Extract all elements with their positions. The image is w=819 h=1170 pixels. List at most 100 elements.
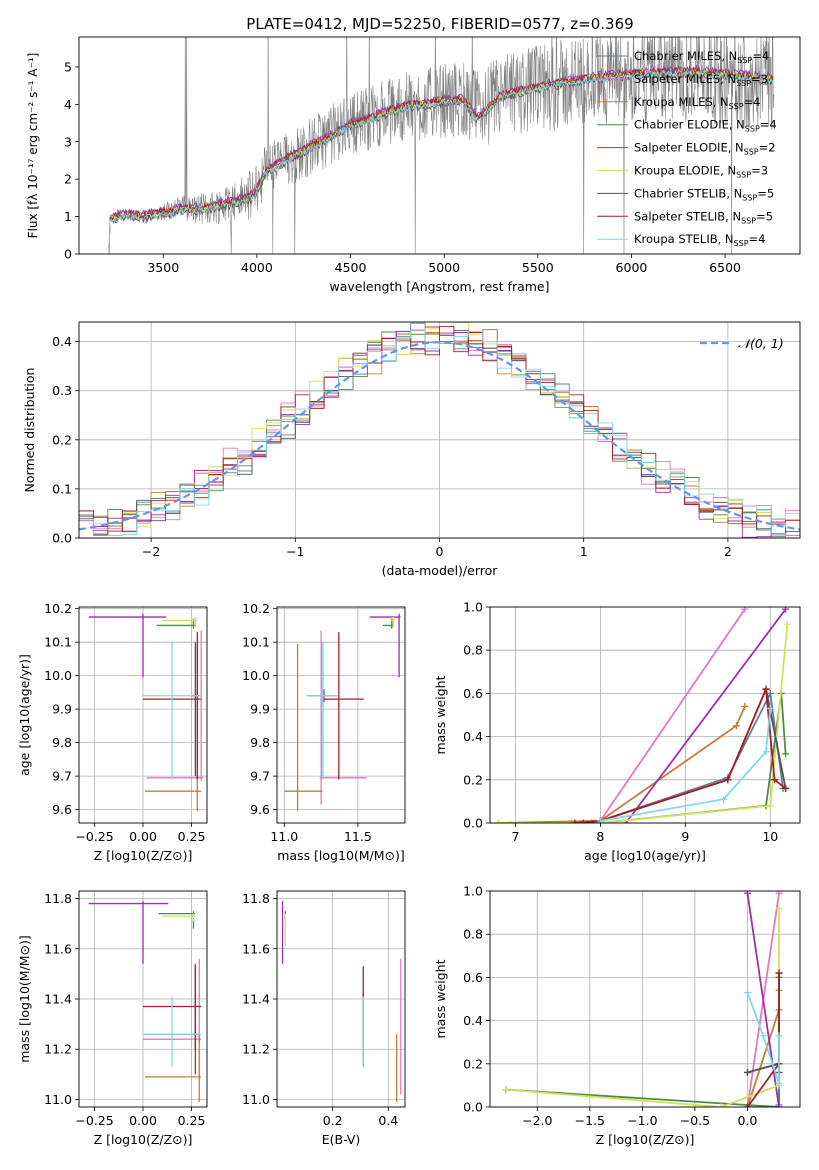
y-tick-label: 0.3 [52, 383, 72, 398]
marker-salpeter-miles [741, 607, 749, 613]
x-tick-label: 6000 [616, 260, 648, 275]
x-axis-label: (data-model)/error [382, 563, 499, 578]
panel-mass-vs-Z: −0.25 0.00 0.25 11.0 11.2 11.4 11.6 11.8 Z [log1… [17, 890, 208, 1147]
marker-salpeter-miles [775, 891, 783, 897]
y-tick-label: 11.2 [242, 1042, 270, 1057]
legend-label: Kroupa ELODIE, NSSP=3 [634, 164, 768, 180]
marker-kroupa-stelib [766, 705, 774, 713]
x-tick-label: −0.25 [75, 829, 113, 844]
y-tick-label: 10.0 [242, 668, 270, 683]
y-tick-label: 9.9 [250, 702, 270, 717]
panel-age-vs-mass: 11.0 11.5 9.6 9.7 9.8 9.9 10.0 10.1 10.2 mass [lo… [242, 601, 406, 863]
y-tick-label: 11.8 [242, 891, 270, 906]
mass-weight-line-salpeter-miles [599, 608, 746, 822]
y-axis-label: Flux [fλ 10⁻¹⁷ erg cm⁻² s⁻¹ A⁻¹] [26, 53, 40, 239]
legend-label: Kroupa STELIB, NSSP=4 [634, 232, 765, 248]
y-tick-label: 10.1 [242, 635, 270, 650]
marker-kroupa-elodie [494, 819, 502, 823]
mass-weight-line-salpeter-stelib [574, 688, 787, 823]
x-tick-label: 0.4 [378, 1113, 398, 1128]
figure-title: PLATE=0412, MJD=52250, FIBERID=0577, z=0… [246, 15, 633, 33]
marker-salpeter-stelib [743, 1103, 751, 1107]
y-tick-label: 11.8 [44, 891, 72, 906]
x-tick-label: −2 [142, 544, 160, 559]
legend-label: Salpeter MILES, NSSP=3 [634, 72, 768, 88]
y-tick-label: 9.7 [52, 769, 72, 784]
y-tick-label: 0.8 [463, 927, 483, 942]
x-tick-label: 0.25 [178, 829, 206, 844]
y-tick-label: 11.0 [242, 1092, 270, 1107]
y-tick-label: 9.8 [250, 735, 270, 750]
x-tick-label: 8 [596, 829, 604, 844]
y-tick-label: 11.4 [44, 992, 72, 1007]
y-tick-label: 9.6 [250, 802, 270, 817]
marker-kroupa-stelib [775, 1079, 783, 1087]
panel-age-vs-Z: −0.25 0.00 0.25 9.6 9.7 9.8 9.9 10.0 10.1 10.2 Z [… [17, 601, 208, 863]
x-tick-label: −0.25 [75, 1113, 113, 1128]
x-tick-label: 1 [580, 544, 588, 559]
y-tick-label: 10.2 [44, 601, 72, 616]
y-axis-label: mass [log10(M/M⊙)] [17, 935, 32, 1063]
mass-weight-line-chabrier-elodie [600, 693, 787, 823]
y-tick-label: 9.6 [52, 802, 72, 817]
legend-label: Salpeter ELODIE, NSSP=2 [634, 141, 776, 157]
y-tick-label: 11.4 [242, 992, 270, 1007]
x-axis-label: Z [log10(Z/Z⊙)] [596, 1132, 695, 1147]
y-tick-label: 10.1 [44, 635, 72, 650]
x-tick-label: 4500 [335, 260, 367, 275]
marker-salpeter-stelib [782, 784, 790, 792]
y-axis-label: Normed distribution [22, 368, 37, 493]
y-axis-label: mass weight [433, 959, 448, 1038]
y-tick-label: 1.0 [463, 884, 483, 899]
marker-kroupa-elodie [717, 1103, 725, 1107]
spectrum-legend: Chabrier MILES, NSSP=4 Salpeter MILES, NS… [597, 49, 777, 248]
x-tick-label: 3500 [147, 260, 179, 275]
y-tick-label: 0 [64, 247, 72, 262]
marker-salpeter-stelib [775, 969, 783, 977]
x-tick-label: 0.25 [178, 1113, 206, 1128]
y-tick-label: 9.9 [52, 702, 72, 717]
x-tick-label: −2.0 [522, 1113, 552, 1128]
axes-frame [489, 606, 801, 824]
y-axis-label: age [log10(age/yr)] [17, 654, 32, 776]
marker-chabrier-stelib [743, 1068, 751, 1076]
y-tick-label: 3 [64, 134, 72, 149]
mass-weight-line-kroupa-stelib [746, 992, 780, 1084]
axes-frame [489, 890, 801, 1108]
marker-kroupa-elodie [775, 904, 783, 912]
y-tick-label: 11.2 [44, 1042, 72, 1057]
marker-kroupa-elodie [766, 802, 774, 810]
marker-kroupa-miles [732, 722, 740, 730]
marker-chabrier-elodie [782, 750, 790, 758]
x-axis-label: wavelength [Angstrom, rest frame] [329, 279, 549, 294]
marker-kroupa-stelib [743, 989, 751, 997]
marker-salpeter-stelib [771, 776, 779, 784]
panel-mass-weight-vs-Z: −2.0 −1.5 −1.0 −0.5 0.0 0.0 0.2 0.4 0.6 0.8 1.0 Z [… [433, 884, 801, 1147]
y-tick-label: 0.2 [463, 772, 483, 787]
y-axis-label: mass weight [433, 675, 448, 754]
marker-kroupa-elodie [783, 620, 791, 628]
x-axis-label: age [log10(age/yr)] [584, 848, 706, 863]
mass-weight-line-salpeter-elodie [625, 608, 787, 823]
marker-salpeter-elodie [782, 607, 790, 613]
x-tick-label: −1.5 [575, 1113, 605, 1128]
y-tick-label: 11.6 [44, 941, 72, 956]
y-tick-label: 1 [64, 209, 72, 224]
plot-area [88, 901, 202, 1102]
x-axis-label: Z [log10(Z/Z⊙)] [94, 848, 193, 863]
legend-label: Salpeter STELIB, NSSP=5 [634, 209, 773, 225]
panel-mass-weight-vs-age: 7 8 9 10 0.0 0.2 0.4 0.6 0.8 1.0 age [log10(age/yr… [433, 600, 801, 863]
x-axis-label: mass [log10(M/M⊙)] [277, 848, 405, 863]
mass-weight-line-kroupa-stelib [600, 708, 772, 822]
y-tick-label: 4 [64, 97, 72, 112]
y-tick-label: 0.6 [463, 970, 483, 985]
y-tick-label: 0.8 [463, 643, 483, 658]
marker-kroupa-stelib [596, 817, 604, 823]
x-tick-label: 7 [512, 829, 520, 844]
y-tick-label: 2 [64, 172, 72, 187]
model-line-kroupa-stelib [108, 69, 774, 254]
marker-chabrier-stelib [579, 819, 587, 823]
mass-weight-line-chabrier-stelib [583, 686, 787, 823]
x-tick-label: 6500 [709, 260, 741, 275]
